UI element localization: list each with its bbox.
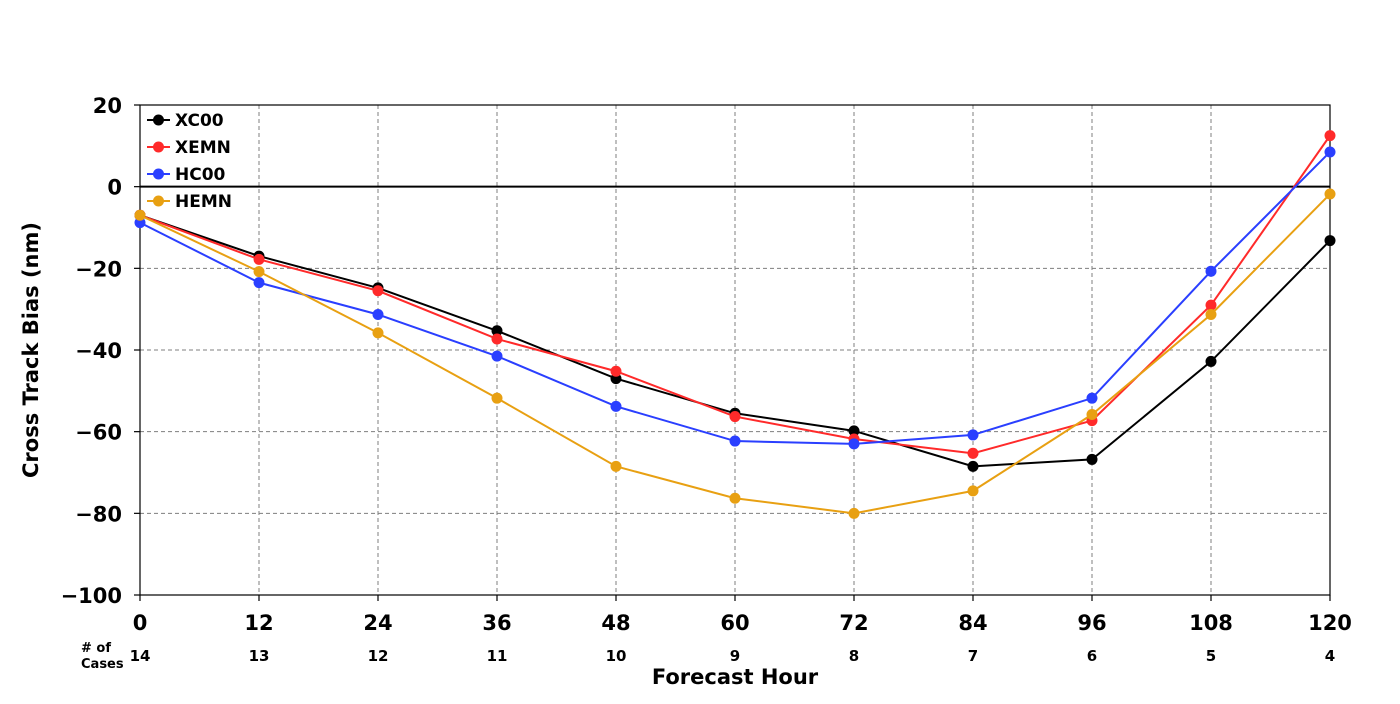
data-point-hemn — [1324, 188, 1336, 200]
x-axis-title: Forecast Hour — [652, 665, 819, 689]
data-point-hc00 — [491, 350, 503, 362]
data-point-hc00 — [253, 277, 265, 289]
x-tick-label: 108 — [1189, 611, 1233, 635]
case-count-label: 9 — [730, 647, 740, 665]
y-tick-label: −60 — [75, 421, 122, 445]
x-tick-label: 36 — [482, 611, 511, 635]
case-count-label: 10 — [606, 647, 627, 665]
cases-title-line1: # of — [81, 641, 111, 656]
legend-label: HEMN — [175, 192, 232, 212]
x-tick-label: 60 — [720, 611, 749, 635]
case-count-label: 11 — [487, 647, 508, 665]
data-point-hc00 — [372, 308, 384, 320]
case-count-label: 5 — [1206, 647, 1216, 665]
case-count-label: 4 — [1325, 647, 1335, 665]
data-point-hemn — [1205, 308, 1217, 320]
series-lines — [134, 130, 1336, 519]
legend-marker — [153, 114, 164, 126]
data-point-xemn — [372, 285, 384, 297]
x-tick-label: 0 — [133, 611, 148, 635]
data-point-xemn — [1205, 299, 1217, 311]
data-point-hc00 — [848, 438, 860, 450]
x-tick-label: 120 — [1308, 611, 1352, 635]
data-point-hemn — [848, 507, 860, 519]
case-count-label: 13 — [249, 647, 270, 665]
data-point-xemn — [491, 333, 503, 345]
data-point-xc00 — [1324, 235, 1336, 247]
data-point-hemn — [372, 327, 384, 339]
legend-marker — [153, 195, 164, 207]
x-tick-label: 96 — [1077, 611, 1106, 635]
case-count-label: 6 — [1087, 647, 1097, 665]
data-point-xemn — [253, 253, 265, 265]
x-tick-label: 72 — [839, 611, 868, 635]
y-tick-label: 0 — [107, 176, 122, 200]
y-tick-label: 20 — [93, 94, 122, 118]
legend-label: HC00 — [175, 165, 226, 185]
data-point-hc00 — [967, 429, 979, 441]
data-point-hc00 — [729, 435, 741, 447]
data-point-xc00 — [491, 325, 503, 337]
data-point-hc00 — [610, 400, 622, 412]
data-point-hc00 — [1324, 146, 1336, 158]
grid-lines — [140, 105, 1330, 595]
y-axis-title: Cross Track Bias (nm) — [19, 222, 43, 478]
x-tick-label: 24 — [363, 611, 392, 635]
y-tick-label: −80 — [75, 502, 122, 526]
cases-title-line2: Cases — [81, 657, 124, 672]
data-point-hemn — [729, 492, 741, 504]
data-point-hemn — [253, 266, 265, 278]
data-point-hemn — [491, 392, 503, 404]
legend-marker — [153, 141, 164, 153]
data-point-xemn — [610, 365, 622, 377]
plot-frame — [139, 104, 1331, 596]
legend-label: XEMN — [175, 138, 231, 158]
axes: 0 14 12 13 24 12 36 11 48 10 60 9 72 8 84 7 96 6 108 5 120 4 2… — [61, 94, 1352, 665]
legend-label: XC00 — [175, 111, 224, 131]
data-point-xc00 — [1205, 355, 1217, 367]
legend-marker — [153, 168, 164, 180]
data-point-xc00 — [967, 460, 979, 472]
case-count-label: 14 — [130, 647, 151, 665]
x-tick-label: 48 — [601, 611, 630, 635]
y-tick-label: −20 — [75, 257, 122, 281]
y-tick-label: −40 — [75, 339, 122, 363]
case-count-label: 12 — [368, 647, 389, 665]
data-point-xemn — [967, 447, 979, 459]
x-tick-label: 84 — [958, 611, 987, 635]
data-point-hemn — [1086, 409, 1098, 421]
data-point-xemn — [1324, 130, 1336, 142]
data-point-hemn — [134, 209, 146, 221]
case-count-label: 7 — [968, 647, 978, 665]
case-count-label: 8 — [849, 647, 859, 665]
y-tick-label: −100 — [61, 584, 122, 608]
data-point-hemn — [610, 460, 622, 472]
data-point-xc00 — [1086, 453, 1098, 465]
data-point-xemn — [729, 411, 741, 423]
legend: XC00 XEMN HC00 HEMN — [147, 111, 232, 212]
data-point-xc00 — [848, 425, 860, 437]
data-point-hemn — [967, 485, 979, 497]
data-point-hc00 — [1086, 392, 1098, 404]
x-tick-label: 12 — [244, 611, 273, 635]
data-point-hc00 — [1205, 265, 1217, 277]
